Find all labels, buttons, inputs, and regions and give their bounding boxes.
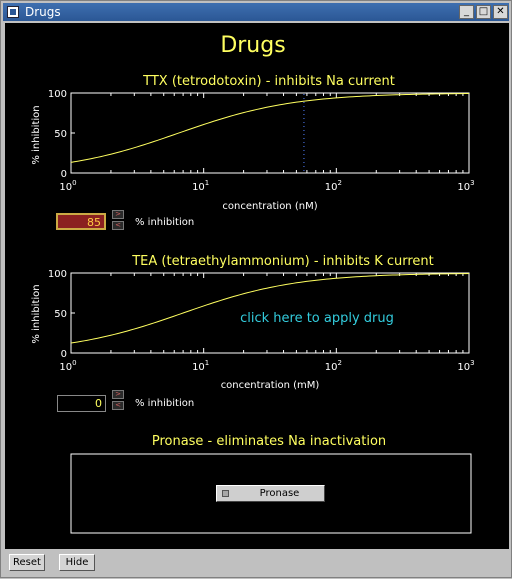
ttx-chart-title: TTX (tetrodotoxin) - inhibits Na current <box>142 74 395 89</box>
ttx-x-ticks: 100 101 102 103 <box>59 93 475 193</box>
ttx-y-tick-label: 50 <box>54 129 67 140</box>
tea-x-tick-label: 103 <box>457 359 474 373</box>
window-title: Drugs <box>25 5 61 19</box>
tea-y-tick-label: 0 <box>61 349 67 360</box>
tea-inhibition-label: % inhibition <box>135 398 195 409</box>
tea-chart-title: TEA (tetraethylammonium) - inhibits K cu… <box>131 254 434 269</box>
ttx-inhibition-label: % inhibition <box>135 217 195 228</box>
tea-plot-frame[interactable] <box>70 272 470 354</box>
tea-increment-button[interactable]: > <box>112 390 124 399</box>
ttx-increment-button[interactable]: > <box>112 210 124 219</box>
ttx-y-ticks: 0 50 100 <box>48 89 75 180</box>
hide-button[interactable]: Hide <box>59 554 95 571</box>
ttx-x-tick-label: 102 <box>325 179 342 193</box>
ttx-plot-frame <box>70 92 470 174</box>
ttx-x-tick-label: 100 <box>59 179 76 193</box>
ttx-x-axis-label: concentration (nM) <box>222 201 317 212</box>
pronase-button-label: Pronase <box>259 488 300 499</box>
tea-inhibition-input[interactable]: 0 <box>57 395 106 412</box>
tea-y-ticks: 0 50 100 <box>48 269 75 360</box>
tea-decrement-button[interactable]: < <box>112 401 124 410</box>
pronase-toggle-indicator <box>222 490 229 497</box>
ttx-inhibition-input[interactable]: 85 <box>56 213 106 230</box>
app-icon <box>7 6 19 18</box>
apply-drug-link[interactable]: click here to apply drug <box>240 311 394 326</box>
tea-x-tick-label: 100 <box>59 359 76 373</box>
close-icon[interactable]: ✕ <box>493 5 508 19</box>
pronase-box <box>70 453 472 534</box>
tea-x-axis-label: concentration (mM) <box>221 380 320 391</box>
tea-x-tick-label: 102 <box>325 359 342 373</box>
reset-button[interactable]: Reset <box>9 554 45 571</box>
ttx-chart: TTX (tetrodotoxin) - inhibits Na current… <box>31 74 475 212</box>
page-title: Drugs <box>220 33 285 58</box>
ttx-x-tick-label: 103 <box>457 179 474 193</box>
drugs-panel: Drugs TTX (tetrodotoxin) - inhibits Na c… <box>5 23 509 549</box>
pronase-title: Pronase - eliminates Na inactivation <box>152 434 386 449</box>
ttx-y-tick-label: 100 <box>48 89 67 100</box>
tea-dose-response-curve <box>70 273 470 344</box>
maximize-icon[interactable]: □ <box>476 5 491 19</box>
minimize-icon[interactable]: _ <box>459 5 474 19</box>
ttx-decrement-button[interactable]: < <box>112 221 124 230</box>
tea-y-tick-label: 50 <box>54 309 67 320</box>
ttx-dose-response-curve <box>70 93 470 163</box>
window-titlebar[interactable]: Drugs _ □ ✕ <box>3 3 509 21</box>
ttx-y-tick-label: 0 <box>61 169 67 180</box>
tea-x-tick-label: 101 <box>192 359 209 373</box>
tea-y-axis-label: % inhibition <box>31 284 42 343</box>
pronase-button[interactable]: Pronase <box>216 485 325 502</box>
tea-chart[interactable]: TEA (tetraethylammonium) - inhibits K cu… <box>31 254 475 391</box>
ttx-x-tick-label: 101 <box>192 179 209 193</box>
tea-y-tick-label: 100 <box>48 269 67 280</box>
ttx-y-axis-label: % inhibition <box>31 105 42 164</box>
